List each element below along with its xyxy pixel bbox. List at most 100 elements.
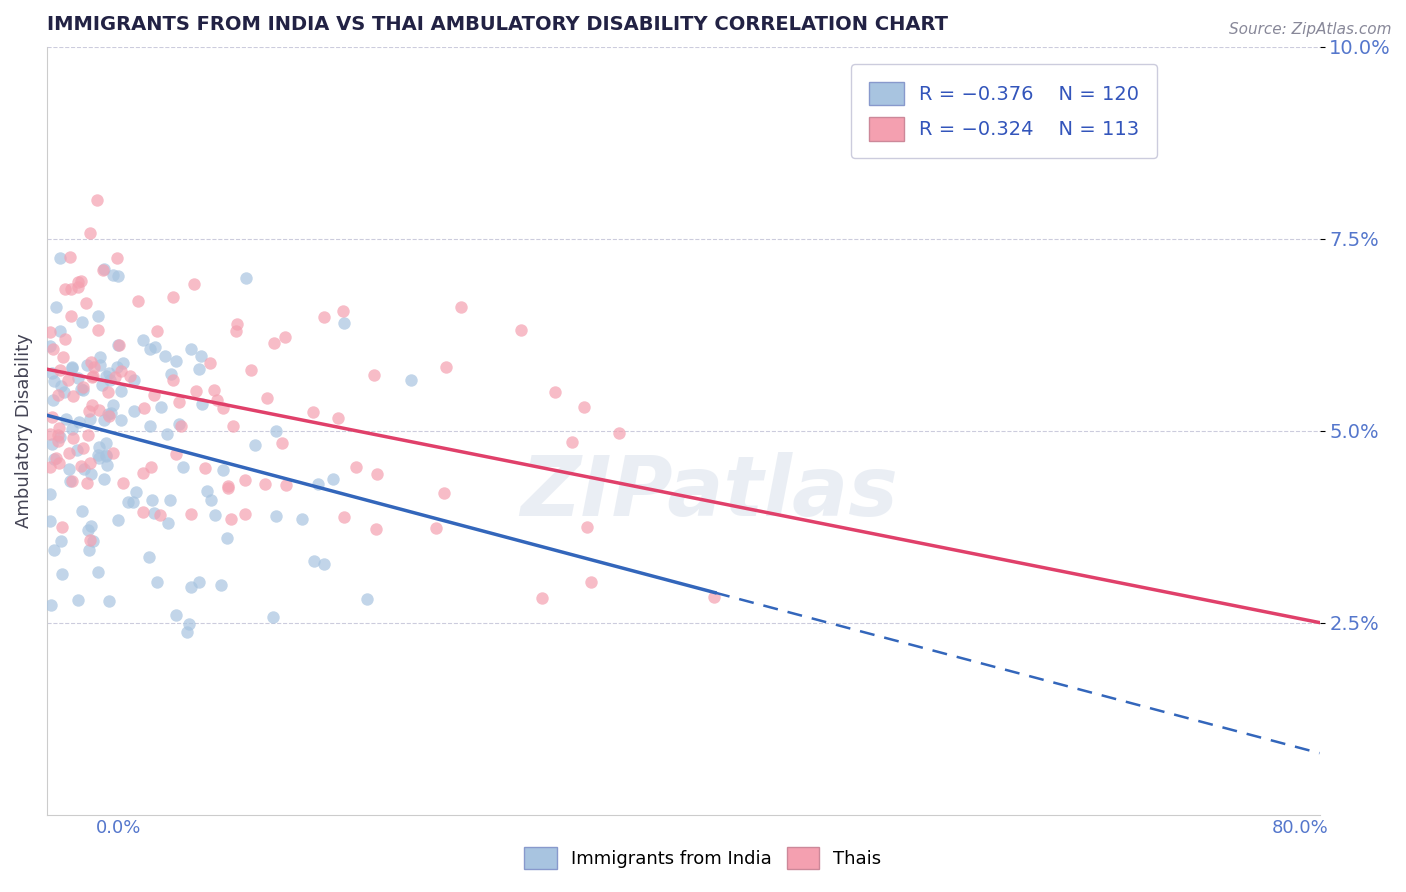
Point: [703, 590, 725, 604]
Point: [108, 338, 131, 352]
Point: [264, 424, 287, 438]
Point: [66, 592, 89, 607]
Point: [39, 325, 62, 339]
Point: [48, 420, 70, 434]
Point: [86, 194, 108, 208]
Point: [101, 446, 124, 460]
Point: [80, 370, 103, 384]
Point: [145, 340, 167, 354]
Point: [62, 389, 84, 403]
Point: [66, 275, 89, 289]
Point: [76, 428, 98, 442]
Point: [235, 271, 257, 285]
Point: [162, 290, 184, 304]
Point: [575, 520, 598, 534]
Point: [239, 363, 262, 377]
Point: [80, 467, 103, 482]
Point: [53, 332, 76, 346]
Point: [356, 591, 378, 606]
Point: [80, 355, 103, 369]
Point: [425, 521, 447, 535]
Point: [48, 456, 70, 470]
Point: [291, 512, 314, 526]
Point: [104, 370, 127, 384]
Point: [162, 374, 184, 388]
Point: [97, 384, 120, 399]
Point: [124, 404, 146, 418]
Point: [212, 401, 235, 415]
Point: [434, 359, 457, 374]
Point: [49, 363, 72, 377]
Point: [101, 398, 124, 412]
Point: [165, 447, 187, 461]
Text: 80.0%: 80.0%: [1272, 819, 1329, 837]
Point: [42, 542, 65, 557]
Point: [72, 441, 94, 455]
Point: [333, 316, 356, 330]
Point: [366, 467, 388, 481]
Point: [180, 507, 202, 521]
Point: [41, 409, 63, 424]
Point: [39, 339, 62, 353]
Point: [254, 477, 277, 491]
Point: [450, 300, 472, 314]
Point: [132, 333, 155, 347]
Point: [72, 380, 94, 394]
Point: [70, 459, 93, 474]
Point: [169, 417, 191, 432]
Point: [97, 366, 120, 380]
Point: [62, 431, 84, 445]
Point: [607, 425, 630, 440]
Point: [273, 330, 295, 344]
Point: [41, 366, 63, 380]
Point: [91, 378, 114, 392]
Y-axis label: Ambulatory Disability: Ambulatory Disability: [15, 334, 32, 528]
Point: [198, 356, 221, 370]
Point: [76, 476, 98, 491]
Point: [110, 413, 132, 427]
Point: [107, 268, 129, 283]
Point: [49, 324, 72, 338]
Point: [124, 373, 146, 387]
Point: [149, 508, 172, 522]
Point: [153, 349, 176, 363]
Point: [186, 384, 208, 398]
Point: [145, 575, 167, 590]
Point: [110, 364, 132, 378]
Point: [509, 323, 531, 337]
Point: [91, 262, 114, 277]
Point: [89, 440, 111, 454]
Point: [80, 519, 103, 533]
Point: [204, 508, 226, 522]
Point: [187, 574, 209, 589]
Point: [60, 474, 83, 488]
Point: [62, 361, 84, 376]
Point: [117, 495, 139, 509]
Point: [211, 463, 233, 477]
Point: [322, 472, 344, 486]
Point: [42, 393, 65, 408]
Text: 0.0%: 0.0%: [96, 819, 141, 837]
Legend: Immigrants from India, Thais: Immigrants from India, Thais: [516, 838, 890, 879]
Point: [274, 478, 297, 492]
Point: [51, 567, 73, 582]
Point: [200, 492, 222, 507]
Point: [544, 384, 567, 399]
Point: [83, 359, 105, 374]
Legend: R = −0.376    N = 120, R = −0.324    N = 113: R = −0.376 N = 120, R = −0.324 N = 113: [852, 64, 1157, 158]
Point: [141, 493, 163, 508]
Point: [73, 462, 96, 476]
Point: [59, 251, 82, 265]
Point: [326, 411, 349, 425]
Point: [93, 412, 115, 426]
Point: [75, 296, 97, 310]
Point: [96, 369, 118, 384]
Point: [82, 534, 104, 549]
Point: [157, 516, 180, 531]
Point: [60, 422, 83, 436]
Point: [87, 402, 110, 417]
Point: [572, 400, 595, 414]
Point: [165, 607, 187, 622]
Point: [49, 378, 72, 392]
Point: [245, 438, 267, 452]
